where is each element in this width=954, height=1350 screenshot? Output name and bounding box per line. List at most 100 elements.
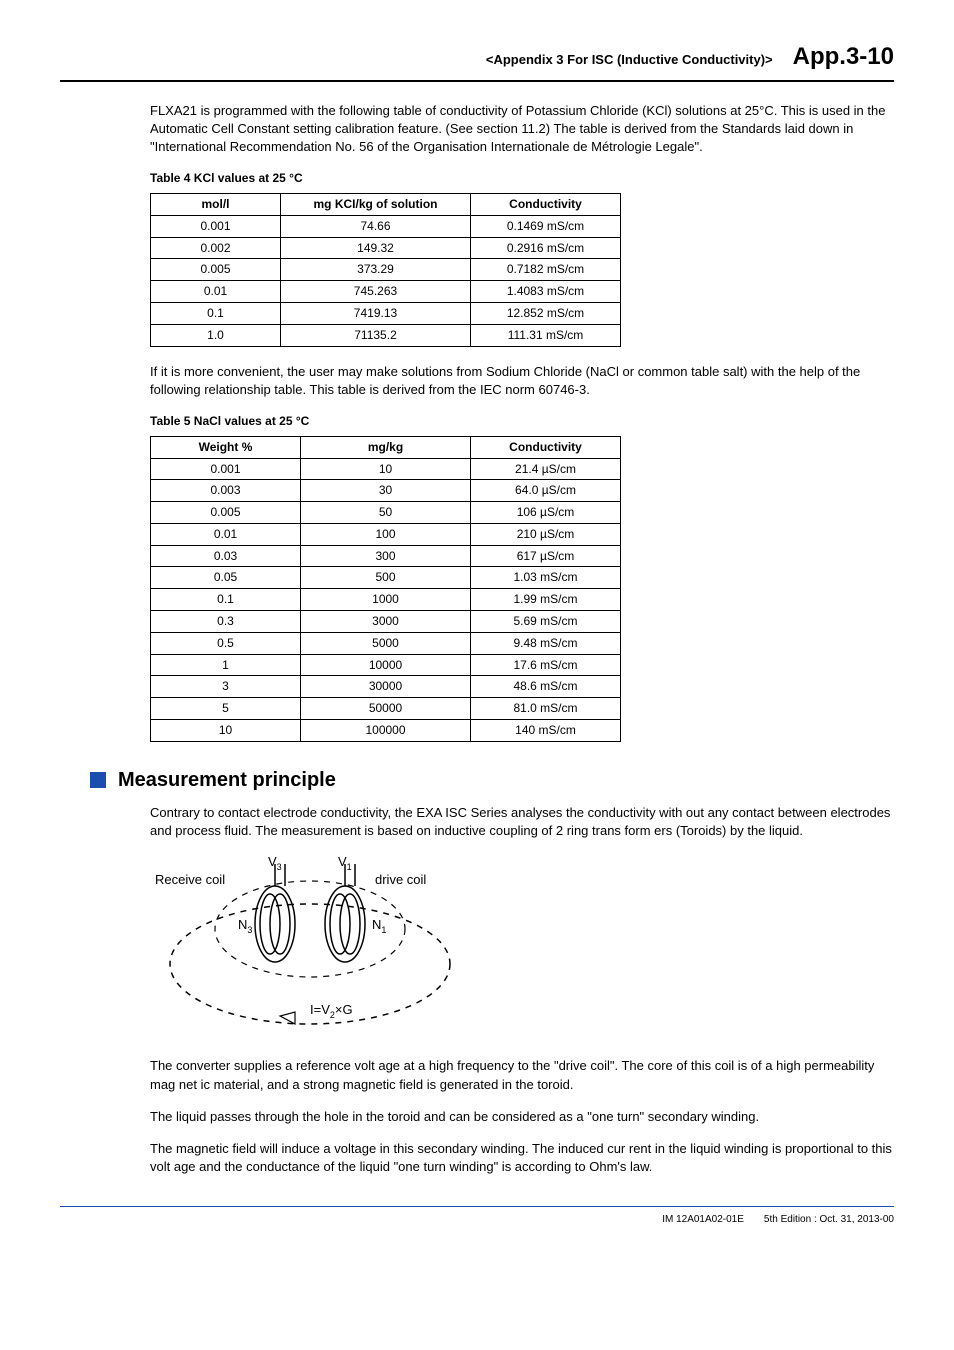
formula-label: I=V2×G xyxy=(310,1002,353,1020)
section-bullet-icon xyxy=(90,772,106,788)
table-row: 0.002149.320.2916 mS/cm xyxy=(151,237,621,259)
table-row: 0.01745.2631.4083 mS/cm xyxy=(151,281,621,303)
table5-caption: Table 5 NaCl values at 25 °C xyxy=(150,413,894,430)
table-cell: 1.99 mS/cm xyxy=(471,589,621,611)
table-row: 0.055001.03 mS/cm xyxy=(151,567,621,589)
table-cell: 3000 xyxy=(301,611,471,633)
header-title: <Appendix 3 For ISC (Inductive Conductiv… xyxy=(486,51,773,69)
table-cell: 9.48 mS/cm xyxy=(471,632,621,654)
table-cell: 0.05 xyxy=(151,567,301,589)
table-cell: 0.5 xyxy=(151,632,301,654)
table-cell: 0.3 xyxy=(151,611,301,633)
table-cell: 0.002 xyxy=(151,237,281,259)
table-cell: 0.1 xyxy=(151,302,281,324)
table-cell: 10 xyxy=(301,458,471,480)
section-heading: Measurement principle xyxy=(90,766,894,794)
section-title: Measurement principle xyxy=(118,766,336,794)
table-row: 0.330005.69 mS/cm xyxy=(151,611,621,633)
table-cell: 12.852 mS/cm xyxy=(471,302,621,324)
mid-paragraph: If it is more convenient, the user may m… xyxy=(150,363,894,399)
table-cell: 1000 xyxy=(301,589,471,611)
table-cell: 74.66 xyxy=(281,215,471,237)
table-cell: 0.001 xyxy=(151,458,301,480)
header-rule xyxy=(60,80,894,82)
drive-coil-label: drive coil xyxy=(375,872,426,887)
table-header: Conductivity xyxy=(471,436,621,458)
table-cell: 745.263 xyxy=(281,281,471,303)
table-header: mol/l xyxy=(151,193,281,215)
page-header: <Appendix 3 For ISC (Inductive Conductiv… xyxy=(60,40,894,80)
table-cell: 50 xyxy=(301,502,471,524)
table-cell: 617 µS/cm xyxy=(471,545,621,567)
table-cell: 0.005 xyxy=(151,502,301,524)
toroid-diagram: Receive coil drive coil V3 V1 N3 N1 I=V2… xyxy=(150,854,894,1039)
table-cell: 0.001 xyxy=(151,215,281,237)
table-cell: 300 xyxy=(301,545,471,567)
table-cell: 210 µS/cm xyxy=(471,523,621,545)
table-row: 0.005373.290.7182 mS/cm xyxy=(151,259,621,281)
table-header: mg KCI/kg of solution xyxy=(281,193,471,215)
table-header: Conductivity xyxy=(471,193,621,215)
section-para4: The magnetic field will induce a voltage… xyxy=(150,1140,894,1176)
table-cell: 30000 xyxy=(301,676,471,698)
table-cell: 0.1469 mS/cm xyxy=(471,215,621,237)
table-header: Weight % xyxy=(151,436,301,458)
table-cell: 10 xyxy=(151,720,301,742)
table-cell: 50000 xyxy=(301,698,471,720)
table-cell: 149.32 xyxy=(281,237,471,259)
table-cell: 71135.2 xyxy=(281,324,471,346)
table-row: 0.00174.660.1469 mS/cm xyxy=(151,215,621,237)
section-para3: The liquid passes through the hole in th… xyxy=(150,1108,894,1126)
table-cell: 17.6 mS/cm xyxy=(471,654,621,676)
table-cell: 5000 xyxy=(301,632,471,654)
footer-doc: IM 12A01A02-01E xyxy=(662,1213,744,1227)
table-cell: 0.7182 mS/cm xyxy=(471,259,621,281)
table-row: 0.550009.48 mS/cm xyxy=(151,632,621,654)
table-cell: 140 mS/cm xyxy=(471,720,621,742)
table-row: 0.17419.1312.852 mS/cm xyxy=(151,302,621,324)
table-cell: 1.4083 mS/cm xyxy=(471,281,621,303)
n3-label: N3 xyxy=(238,917,252,935)
table-cell: 500 xyxy=(301,567,471,589)
table-cell: 0.03 xyxy=(151,545,301,567)
section-para1: Contrary to contact electrode conductivi… xyxy=(150,804,894,840)
table-cell: 0.1 xyxy=(151,589,301,611)
table-cell: 1.03 mS/cm xyxy=(471,567,621,589)
table-cell: 5 xyxy=(151,698,301,720)
table-cell: 106 µS/cm xyxy=(471,502,621,524)
table-cell: 0.2916 mS/cm xyxy=(471,237,621,259)
table-cell: 64.0 µS/cm xyxy=(471,480,621,502)
intro-paragraph: FLXA21 is programmed with the following … xyxy=(150,102,894,157)
table-cell: 81.0 mS/cm xyxy=(471,698,621,720)
table-row: 0.110001.99 mS/cm xyxy=(151,589,621,611)
table-cell: 373.29 xyxy=(281,259,471,281)
table-row: 10100000140 mS/cm xyxy=(151,720,621,742)
table-cell: 0.01 xyxy=(151,281,281,303)
table5: Weight %mg/kgConductivity0.0011021.4 µS/… xyxy=(150,436,621,742)
diagram-svg: Receive coil drive coil V3 V1 N3 N1 I=V2… xyxy=(150,854,480,1034)
table-cell: 5.69 mS/cm xyxy=(471,611,621,633)
table-cell: 1 xyxy=(151,654,301,676)
table-row: 0.0011021.4 µS/cm xyxy=(151,458,621,480)
header-code: App.3-10 xyxy=(793,40,894,74)
table4-caption: Table 4 KCl values at 25 °C xyxy=(150,170,894,187)
footer-edition: 5th Edition : Oct. 31, 2013-00 xyxy=(764,1213,894,1227)
table-cell: 0.003 xyxy=(151,480,301,502)
table-cell: 30 xyxy=(301,480,471,502)
table-cell: 21.4 µS/cm xyxy=(471,458,621,480)
table-row: 11000017.6 mS/cm xyxy=(151,654,621,676)
table-cell: 100000 xyxy=(301,720,471,742)
table4: mol/lmg KCI/kg of solutionConductivity0.… xyxy=(150,193,621,347)
table-cell: 3 xyxy=(151,676,301,698)
table-cell: 0.005 xyxy=(151,259,281,281)
table-row: 0.01100210 µS/cm xyxy=(151,523,621,545)
table-row: 33000048.6 mS/cm xyxy=(151,676,621,698)
table-row: 0.00550106 µS/cm xyxy=(151,502,621,524)
table-row: 0.03300617 µS/cm xyxy=(151,545,621,567)
table-row: 0.0033064.0 µS/cm xyxy=(151,480,621,502)
table-row: 1.071135.2111.31 mS/cm xyxy=(151,324,621,346)
n1-label: N1 xyxy=(372,917,386,935)
table-cell: 100 xyxy=(301,523,471,545)
table-cell: 7419.13 xyxy=(281,302,471,324)
section-para2: The converter supplies a reference volt … xyxy=(150,1057,894,1093)
